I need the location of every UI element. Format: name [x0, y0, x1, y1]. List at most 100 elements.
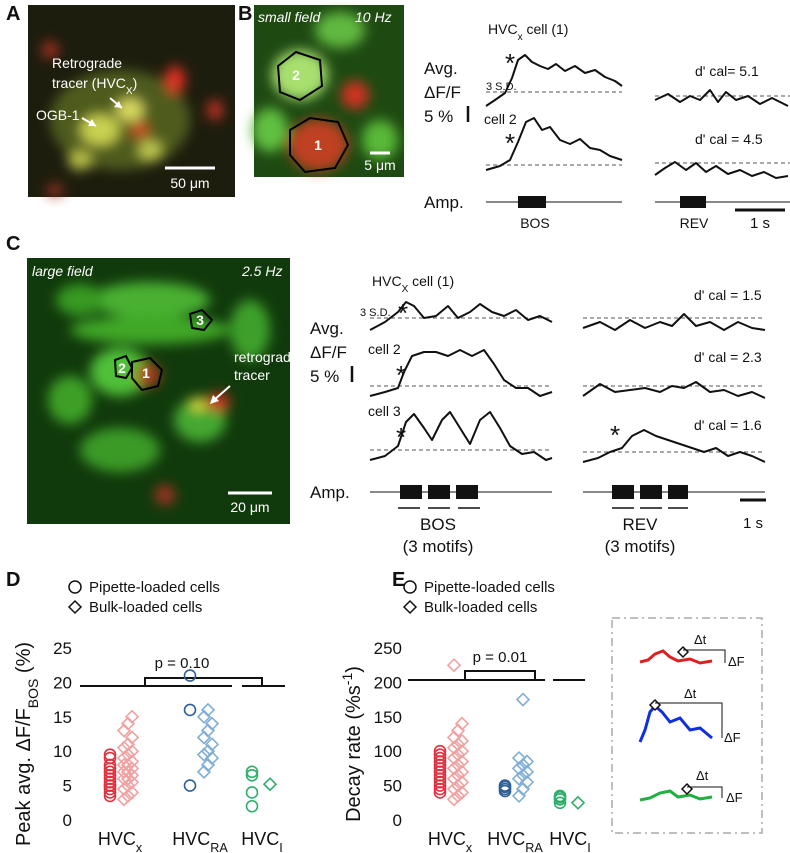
- data-point: [570, 795, 586, 810]
- panel-label: B: [238, 3, 252, 25]
- legend-label: Pipette-loaded cells: [89, 579, 220, 596]
- tracer-sub: X: [126, 86, 133, 97]
- dt-label: Δt: [696, 768, 709, 783]
- comparison-label: p = 0.10: [155, 655, 210, 672]
- x-tick-label: HVCI: [241, 829, 283, 853]
- asterisk: *: [505, 128, 515, 158]
- text-sub: RA: [210, 841, 228, 853]
- cell-number: 1: [314, 137, 322, 153]
- y-tick-label: 150: [374, 708, 402, 727]
- rate-label: 10 Hz: [355, 9, 392, 25]
- micrograph-c: [27, 258, 290, 524]
- y-scale-label: 5 %: [424, 107, 453, 126]
- dcal-label: d' cal = 1.6: [694, 417, 762, 433]
- tracer-label: retrograde: [234, 349, 299, 365]
- data-point: [446, 750, 462, 766]
- stimulus-label: REV: [623, 515, 659, 534]
- data-point: [262, 777, 278, 792]
- data-point: [204, 737, 220, 752]
- legend-marker: [402, 599, 418, 615]
- text-after: (%): [13, 642, 35, 679]
- text-sub: I: [587, 841, 591, 853]
- cell-label: cell 2: [368, 341, 401, 357]
- legend-label: Pipette-loaded cells: [424, 579, 555, 596]
- data-point: [511, 771, 527, 786]
- scale-label: 20 μm: [230, 499, 269, 515]
- dcal-label: d' cal= 5.1: [695, 63, 759, 79]
- data-point: [116, 781, 132, 797]
- asterisk: *: [610, 420, 620, 450]
- data-point: [183, 669, 197, 682]
- comparison-bracket: [144, 677, 263, 686]
- cell-number: 2: [292, 67, 300, 83]
- text-part: Peak avg. ΔF/F: [13, 708, 35, 846]
- text-sub: RA: [525, 841, 543, 853]
- data-point: [553, 789, 567, 803]
- data-point: [515, 692, 531, 707]
- data-point: [124, 709, 140, 724]
- data-point: [103, 751, 117, 765]
- panel-label: E: [392, 569, 405, 591]
- y-tick-label: 5: [63, 777, 72, 796]
- legend-label: Bulk-loaded cells: [89, 599, 202, 616]
- df-label: ΔF: [726, 790, 743, 805]
- x-tick-label: HVCx: [98, 829, 143, 853]
- stimulus-label: REV: [680, 215, 709, 231]
- data-point: [124, 730, 140, 745]
- data-point: [103, 748, 117, 761]
- asterisk: *: [396, 422, 406, 452]
- data-point: [245, 786, 259, 799]
- data-point: [103, 765, 117, 779]
- text-part: Decay rate (%s: [343, 685, 365, 822]
- stimulus-label: BOS: [520, 215, 550, 231]
- dye-label: OGB-1: [36, 107, 80, 123]
- df-label: ΔF: [728, 654, 745, 669]
- tracer-label: tracer (HVCX): [52, 75, 137, 97]
- text-part: HVC: [172, 829, 210, 849]
- data-point: [196, 747, 212, 762]
- data-point: [245, 765, 259, 779]
- time-scale-label: 1 s: [743, 515, 763, 532]
- data-point: [498, 779, 512, 792]
- data-point: [446, 781, 462, 797]
- comparison-label: p = 0.01: [473, 649, 528, 666]
- data-point: [446, 761, 462, 776]
- y-label: ΔF/F: [310, 343, 347, 362]
- time-scale-label: 1 s: [750, 215, 770, 232]
- data-point: [183, 703, 197, 717]
- data-point: [116, 750, 132, 766]
- text-part: HVC: [549, 829, 587, 849]
- tracer-label: Retrograde: [52, 55, 122, 71]
- text-part: HVC: [487, 829, 525, 849]
- trace-title: HVCx cell (1): [488, 21, 568, 43]
- scale-label: 5 μm: [364, 157, 395, 173]
- cell-label: cell 2: [484, 111, 517, 127]
- cell-number: 3: [196, 312, 204, 328]
- text-sub: BOS: [25, 679, 41, 709]
- data-point: [446, 658, 462, 673]
- text-sup: -1: [339, 673, 355, 686]
- y-tick-label: 10: [53, 742, 72, 761]
- y-tick-label: 25: [53, 639, 72, 658]
- dcal-label: d' cal = 2.3: [694, 349, 762, 365]
- sd-label: 3 S.D.: [486, 81, 517, 93]
- data-point: [553, 796, 567, 810]
- trace-title-sub: x: [518, 32, 523, 43]
- y-tick-label: 20: [53, 673, 72, 692]
- y-tick-label: 200: [374, 673, 402, 692]
- dcal-label: d' cal = 1.5: [694, 287, 762, 303]
- x-tick-label: HVCRA: [172, 829, 228, 853]
- data-point: [446, 792, 462, 807]
- y-label: Avg.: [424, 59, 458, 78]
- cell-label: cell 3: [368, 403, 401, 419]
- stimulus-note: (3 motifs): [403, 537, 474, 556]
- data-point: [116, 740, 132, 755]
- cell-number: 2: [118, 360, 126, 376]
- y-tick-label: 0: [63, 811, 72, 830]
- legend-label: Bulk-loaded cells: [424, 599, 537, 616]
- rate-label: 2.5 Hz: [241, 263, 282, 279]
- field-label: small field: [258, 9, 321, 25]
- legend-marker: [68, 580, 82, 594]
